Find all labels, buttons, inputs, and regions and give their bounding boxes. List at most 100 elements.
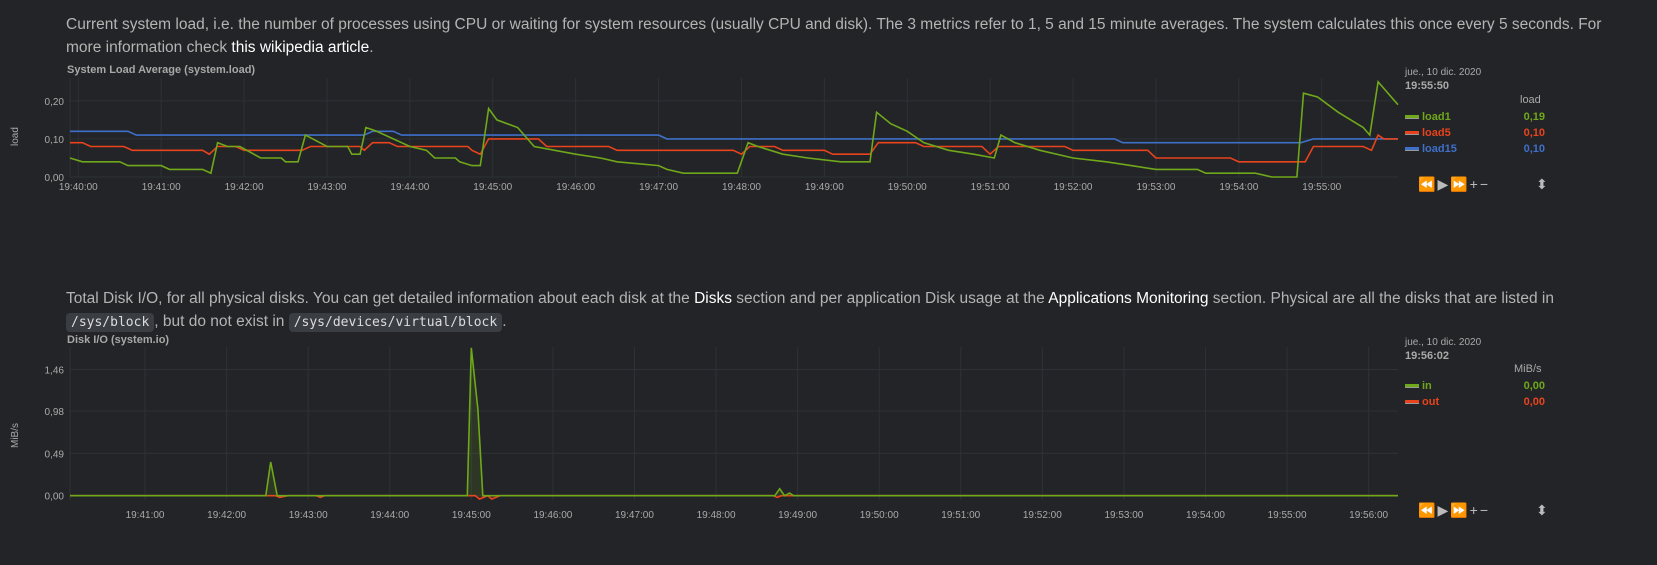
legend-swatch	[1405, 115, 1419, 119]
legend-value: 0,10	[1523, 127, 1545, 139]
rewind-button[interactable]: ⏪	[1418, 502, 1438, 518]
io-chart-title: Disk I/O (system.io)	[67, 334, 170, 346]
legend-swatch	[1405, 131, 1419, 135]
x-tick-label: 19:46:00	[556, 182, 595, 193]
legend-label: load1	[1422, 111, 1451, 123]
x-tick-label: 19:53:00	[1104, 510, 1143, 521]
x-tick-label: 19:53:00	[1136, 182, 1175, 193]
x-tick-label: 19:43:00	[289, 510, 328, 521]
legend-item-load5[interactable]: load5 0,10	[1405, 125, 1545, 141]
load-legend: jue., 10 dic. 2020 19:55:50	[1405, 67, 1481, 92]
legend-swatch	[1405, 400, 1419, 404]
legend-label: load5	[1422, 127, 1451, 139]
legend-item-load15[interactable]: load15 0,10	[1405, 141, 1545, 157]
zoom-in-button[interactable]: +	[1469, 176, 1480, 192]
legend-swatch	[1405, 384, 1419, 388]
load-chart-controls: ⏪▶⏩+−	[1418, 176, 1490, 193]
x-tick-label: 19:52:00	[1054, 182, 1093, 193]
x-tick-label: 19:48:00	[722, 182, 761, 193]
legend-date: jue., 10 dic. 2020	[1405, 337, 1482, 348]
legend-time: 19:56:02	[1405, 350, 1450, 362]
x-tick-label: 19:56:00	[1349, 510, 1388, 521]
series-line-in	[70, 347, 1398, 497]
io-desc-e: .	[502, 313, 507, 330]
applications-monitoring-link[interactable]: Applications Monitoring	[1048, 290, 1209, 307]
io-chart-controls: ⏪▶⏩+−	[1418, 502, 1490, 519]
load-chart-title: System Load Average (system.load)	[67, 64, 256, 76]
io-legend: jue., 10 dic. 2020 19:56:02	[1405, 337, 1481, 362]
legend-value: 0,10	[1523, 143, 1545, 155]
x-tick-label: 19:55:00	[1302, 182, 1341, 193]
io-desc-d: , but do not exist in	[154, 313, 289, 330]
desc-end: .	[369, 39, 374, 56]
legend-item-load1[interactable]: load1 0,19	[1405, 109, 1545, 125]
play-button[interactable]: ▶	[1437, 502, 1451, 518]
x-tick-label: 19:48:00	[697, 510, 736, 521]
x-tick-label: 19:50:00	[888, 182, 927, 193]
series-line-out	[70, 494, 1398, 501]
legend-value: 0,19	[1523, 111, 1545, 123]
io-y-label: MiB/s	[10, 423, 21, 448]
series-line-load15	[70, 130, 1398, 144]
legend-date: jue., 10 dic. 2020	[1405, 67, 1482, 78]
x-tick-label: 19:44:00	[370, 510, 409, 521]
legend-label: load15	[1422, 143, 1457, 155]
legend-units: MiB/s	[1514, 363, 1542, 375]
legend-swatch	[1405, 147, 1419, 151]
x-tick-label: 19:49:00	[805, 182, 844, 193]
resize-handle[interactable]: ⬍	[1536, 176, 1550, 192]
disks-link[interactable]: Disks	[694, 290, 732, 307]
y-tick-label: 0,49	[45, 449, 65, 460]
x-tick-label: 19:42:00	[225, 182, 264, 193]
x-tick-label: 19:55:00	[1268, 510, 1307, 521]
load-description: Current system load, i.e. the number of …	[66, 13, 1606, 59]
x-tick-label: 19:43:00	[308, 182, 347, 193]
x-tick-label: 19:46:00	[533, 510, 572, 521]
forward-button[interactable]: ⏩	[1450, 502, 1470, 518]
code-sys-block: /sys/block	[66, 313, 155, 332]
x-tick-label: 19:54:00	[1219, 182, 1258, 193]
x-tick-label: 19:41:00	[126, 510, 165, 521]
forward-button[interactable]: ⏩	[1450, 176, 1470, 192]
code-virtual-block: /sys/devices/virtual/block	[288, 313, 503, 332]
legend-value: 0,00	[1523, 396, 1545, 408]
y-tick-label: 0,00	[45, 173, 65, 184]
rewind-button[interactable]: ⏪	[1418, 176, 1438, 192]
io-desc-c: section. Physical are all the disks that…	[1208, 290, 1554, 307]
x-tick-label: 19:54:00	[1186, 510, 1225, 521]
resize-handle[interactable]: ⬍	[1536, 502, 1550, 518]
zoom-in-button[interactable]: +	[1469, 502, 1480, 518]
legend-label: in	[1422, 380, 1432, 392]
x-tick-label: 19:40:00	[59, 182, 98, 193]
play-button[interactable]: ▶	[1437, 176, 1451, 192]
zoom-out-button[interactable]: −	[1479, 176, 1491, 192]
io-desc-b: section and per application Disk usage a…	[732, 290, 1049, 307]
x-tick-label: 19:49:00	[778, 510, 817, 521]
legend-item-out[interactable]: out 0,00	[1405, 394, 1545, 410]
x-tick-label: 19:52:00	[1023, 510, 1062, 521]
y-tick-label: 1,46	[45, 365, 65, 376]
legend-item-in[interactable]: in 0,00	[1405, 378, 1545, 394]
x-tick-label: 19:45:00	[473, 182, 512, 193]
x-tick-label: 19:42:00	[207, 510, 246, 521]
y-tick-label: 0,00	[45, 492, 65, 503]
zoom-out-button[interactable]: −	[1479, 502, 1491, 518]
x-tick-label: 19:47:00	[615, 510, 654, 521]
x-tick-label: 19:41:00	[142, 182, 181, 193]
x-tick-label: 19:44:00	[390, 182, 429, 193]
x-tick-label: 19:51:00	[941, 510, 980, 521]
x-tick-label: 19:50:00	[860, 510, 899, 521]
x-tick-label: 19:45:00	[452, 510, 491, 521]
legend-value: 0,00	[1523, 380, 1545, 392]
legend-units: load	[1520, 94, 1541, 106]
series-line-load5	[70, 133, 1398, 163]
wikipedia-link[interactable]: this wikipedia article	[231, 39, 370, 56]
io-description: Total Disk I/O, for all physical disks. …	[66, 287, 1606, 334]
legend-time: 19:55:50	[1405, 80, 1450, 92]
y-tick-label: 0,98	[45, 407, 65, 418]
y-tick-label: 0,20	[45, 97, 65, 108]
io-desc-a: Total Disk I/O, for all physical disks. …	[66, 290, 695, 307]
series-line-load1	[69, 79, 1399, 178]
legend-label: out	[1422, 396, 1440, 408]
